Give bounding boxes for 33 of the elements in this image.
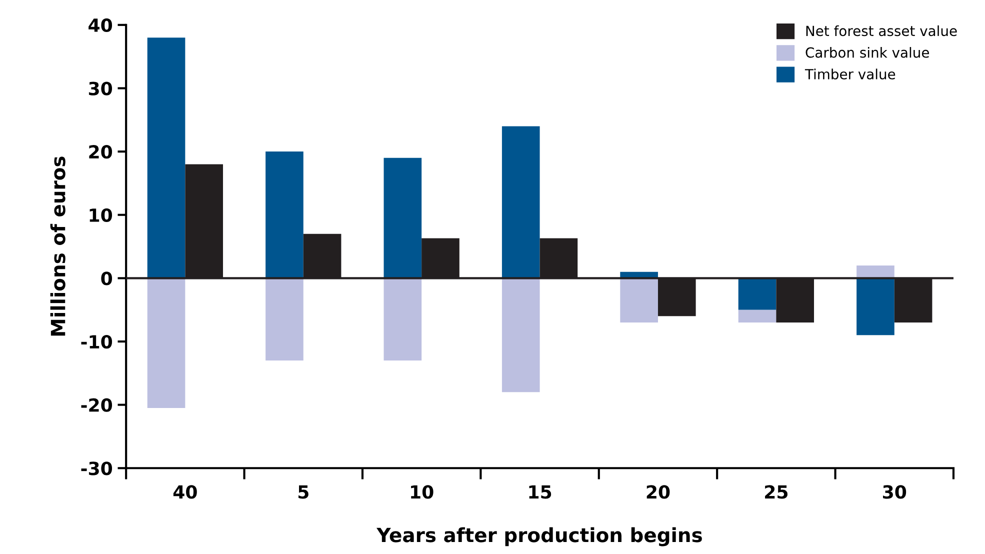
x-tick-label: 30: [883, 485, 906, 499]
y-tick-label: -30: [81, 462, 112, 476]
y-tick-label: 40: [88, 18, 112, 32]
bar: [384, 278, 422, 360]
y-tick-label: 0: [101, 272, 112, 286]
legend-label: Carbon sink value: [806, 47, 929, 58]
x-tick-label: 10: [411, 485, 434, 499]
bar: [502, 278, 540, 392]
x-tick-label: 20: [646, 485, 670, 499]
bar: [856, 278, 894, 336]
x-axis-title: Years after production begins: [376, 527, 702, 546]
bar: [738, 310, 776, 323]
bar: [266, 278, 304, 360]
y-tick-label: 30: [88, 82, 112, 96]
y-tick-label: -10: [81, 334, 112, 349]
x-tick-label: 25: [765, 485, 788, 499]
bar: [856, 266, 894, 278]
x-tick-label: 40: [173, 485, 197, 499]
bar: [502, 126, 540, 278]
y-tick-label: 20: [89, 145, 112, 159]
legend-label: Net forest asset value: [806, 25, 957, 36]
x-tick-label: 15: [529, 485, 552, 499]
legend-label: Timber value: [804, 68, 896, 80]
x-tick-label: 5: [298, 485, 308, 499]
bar: [147, 278, 186, 408]
bar: [620, 278, 658, 323]
y-axis-title: Millions of euros: [50, 156, 66, 336]
bar: [738, 278, 776, 310]
y-tick-label: 10: [90, 208, 112, 222]
bar: [384, 158, 422, 278]
bar: [266, 152, 304, 278]
y-tick-label: -20: [81, 398, 112, 412]
bar: [147, 38, 186, 278]
